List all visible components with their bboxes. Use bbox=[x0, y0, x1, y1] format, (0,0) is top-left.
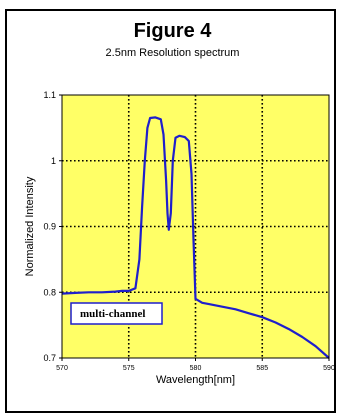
y-tick-label: 1 bbox=[51, 156, 56, 166]
axis-ticks: 570 575 580 585 590 0.7 0.8 0.9 1 1.1 bbox=[43, 90, 334, 372]
chart-subtitle: 2.5nm Resolution spectrum bbox=[105, 47, 240, 59]
y-tick-label: 1.1 bbox=[43, 90, 56, 100]
x-axis-label: Wavelength[nm] bbox=[156, 374, 235, 386]
x-tick-label: 575 bbox=[123, 365, 135, 372]
chart-title: Figure 4 bbox=[133, 20, 212, 42]
x-tick-label: 585 bbox=[256, 365, 268, 372]
x-tick-label: 580 bbox=[190, 365, 202, 372]
y-tick-label: 0.8 bbox=[43, 287, 56, 297]
y-tick-label: 0.9 bbox=[43, 222, 56, 232]
x-tick-label: 570 bbox=[56, 365, 68, 372]
y-tick-label: 0.7 bbox=[43, 353, 56, 363]
legend: multi-channel bbox=[70, 302, 163, 325]
y-axis-label: Normalized Intensity bbox=[24, 176, 36, 276]
x-tick-label: 590 bbox=[323, 365, 335, 372]
legend-box bbox=[70, 302, 163, 325]
series-line-multi-channel bbox=[61, 116, 330, 359]
legend-label: multi-channel bbox=[80, 308, 145, 320]
